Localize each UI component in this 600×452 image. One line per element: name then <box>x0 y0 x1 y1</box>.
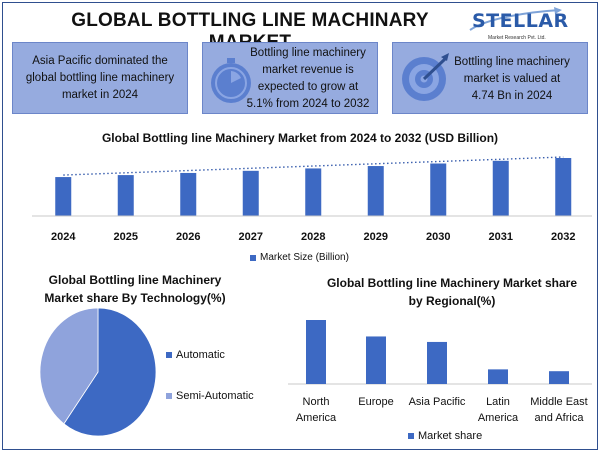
card-line: 5.1% from 2024 to 2032 <box>246 98 370 110</box>
region-bar <box>427 341 447 384</box>
legend-label: Market Size (Billion) <box>260 252 349 263</box>
chart-title-line: by Regional(%) <box>408 294 496 308</box>
insight-card-valuation: Bottling line machinery market is valued… <box>392 42 588 114</box>
logo-swoosh-icon <box>469 7 562 31</box>
company-logo: STELLAR Market Research Pvt. Ltd. <box>458 6 568 46</box>
region-tick-label: Latin <box>486 396 510 408</box>
chart-title-line: Market share By Technology(%) <box>44 291 226 305</box>
card-line: expected to grow at <box>257 81 359 93</box>
legend-swatch <box>166 352 172 358</box>
card-line: global bottling line machinery <box>25 71 175 84</box>
logo-tagline: Market Research Pvt. Ltd. <box>488 35 546 41</box>
market-size-bar <box>117 175 134 216</box>
market-size-bar <box>305 168 322 216</box>
year-tick-label: 2024 <box>51 231 76 243</box>
technology-chart-title: Global Bottling line Machinery Market sh… <box>30 271 240 307</box>
pie-slice <box>63 307 157 437</box>
chart-title-line: Global Bottling line Machinery Market sh… <box>326 276 578 290</box>
market-size-bar <box>555 158 572 216</box>
card-line: market in 2024 <box>61 88 139 101</box>
market-size-bar <box>242 170 259 216</box>
year-tick-label: 2030 <box>426 231 450 243</box>
card-text: Asia Pacific dominated the global bottli… <box>23 53 177 104</box>
market-size-legend: Market Size (Billion) <box>250 252 349 263</box>
market-size-bar <box>430 163 447 216</box>
pie-legend-automatic: Automatic <box>166 349 225 361</box>
region-bar <box>366 336 386 384</box>
pie-slice <box>39 307 99 425</box>
stopwatch-icon <box>211 58 251 103</box>
year-tick-label: 2027 <box>239 231 263 243</box>
card-line: market revenue is <box>262 64 354 76</box>
legend-label: Semi-Automatic <box>176 390 254 402</box>
year-tick-label: 2032 <box>551 231 575 243</box>
region-tick-label: North <box>303 396 330 408</box>
card-line: Asia Pacific dominated the <box>32 54 168 67</box>
region-bar <box>306 320 326 384</box>
region-tick-label: America <box>296 412 337 424</box>
year-tick-label: 2026 <box>176 231 200 243</box>
legend-swatch <box>408 433 414 439</box>
region-bar <box>488 369 508 384</box>
target-icon <box>402 53 449 101</box>
regional-legend: Market share <box>408 430 482 442</box>
region-tick-label: America <box>478 412 519 424</box>
logo-wordmark: STELLAR <box>472 10 569 32</box>
insight-card-region: Asia Pacific dominated the global bottli… <box>12 42 188 114</box>
year-tick-label: 2029 <box>364 231 388 243</box>
market-size-bar <box>180 172 197 216</box>
card-text: Bottling line machinery market is valued… <box>441 43 583 115</box>
chart-title-line: Global Bottling line Machinery <box>48 273 222 287</box>
region-tick-label: and Africa <box>535 412 585 424</box>
market-size-chart-title: Global Bottling line Machinery Market fr… <box>101 131 499 145</box>
regional-chart-title: Global Bottling line Machinery Market sh… <box>312 274 592 310</box>
region-tick-label: Middle East <box>530 396 587 408</box>
trend-line <box>63 156 564 176</box>
insight-card-growth: Bottling line machinery market revenue i… <box>202 42 378 114</box>
legend-swatch <box>250 254 256 261</box>
region-tick-label: Europe <box>358 396 393 408</box>
card-line: market is valued at <box>463 72 561 85</box>
market-size-bar <box>367 166 384 216</box>
year-tick-label: 2025 <box>114 231 138 243</box>
market-size-bar <box>55 177 72 216</box>
year-tick-label: 2028 <box>301 231 325 243</box>
card-line: 4.74 Bn in 2024 <box>471 89 553 102</box>
year-tick-label: 2031 <box>489 231 513 243</box>
card-line: Bottling line machinery <box>454 55 570 68</box>
pie-legend-semi-automatic: Semi-Automatic <box>166 390 254 402</box>
legend-label: Market share <box>418 430 483 442</box>
market-size-bar <box>492 160 509 216</box>
legend-swatch <box>166 393 172 399</box>
region-bar <box>549 371 569 384</box>
region-tick-label: Asia Pacific <box>409 396 466 408</box>
legend-label: Automatic <box>176 349 225 361</box>
card-text: Bottling line machinery market revenue i… <box>243 43 373 115</box>
card-line: Bottling line machinery <box>250 47 366 59</box>
